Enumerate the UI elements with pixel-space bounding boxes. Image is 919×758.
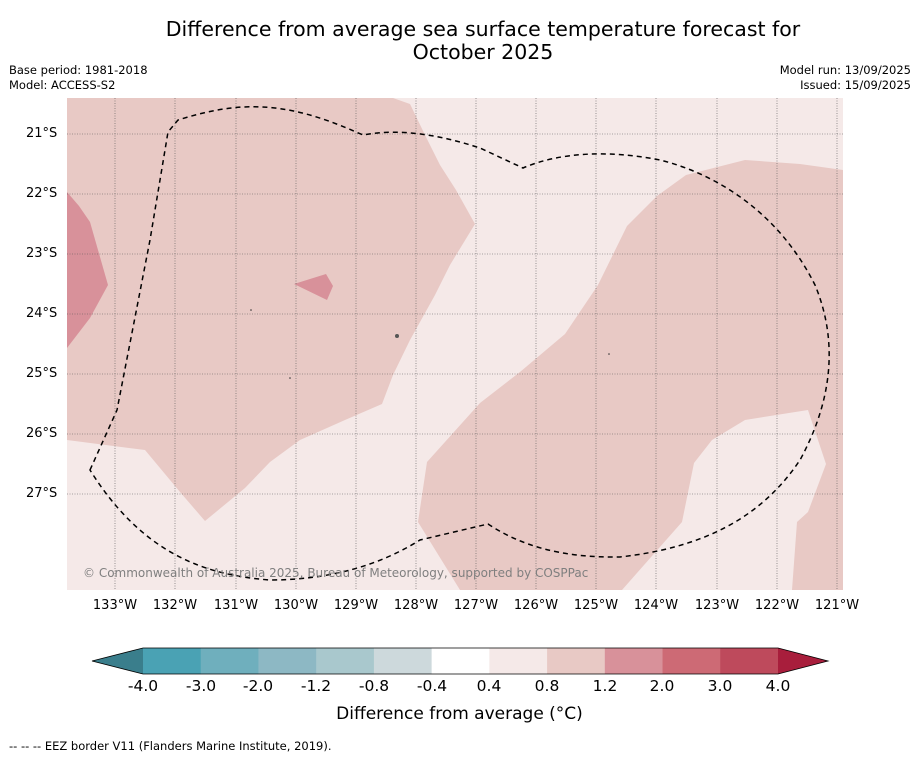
colorbar-tick: -3.0 (185, 677, 217, 695)
issued-date: Issued: 15/09/2025 (800, 77, 911, 92)
lat-label: 21°S (26, 126, 58, 141)
copyright-notice: © Commonwealth of Australia 2025, Bureau… (83, 566, 589, 580)
lon-label: 122°W (754, 598, 800, 613)
colorbar-tick: 2.0 (649, 677, 675, 695)
colorbar-tick: 0.8 (534, 677, 560, 695)
lon-label: 126°W (513, 598, 559, 613)
lat-label: 23°S (26, 246, 58, 261)
lon-label: 133°W (92, 598, 138, 613)
title-line-2: October 2025 (412, 40, 554, 64)
colorbar-tick: -1.2 (300, 677, 332, 695)
lon-label: 129°W (333, 598, 379, 613)
graticule (67, 98, 843, 590)
lat-label: 27°S (26, 486, 58, 501)
colorbar-tick: 4.0 (765, 677, 791, 695)
lat-label: 24°S (26, 306, 58, 321)
lat-label: 25°S (26, 366, 58, 381)
lon-label: 124°W (633, 598, 679, 613)
colorbar-tick: -0.8 (358, 677, 390, 695)
lon-label: 132°W (152, 598, 198, 613)
anomaly-region-high-centre (294, 274, 333, 300)
model-run: Model run: 13/09/2025 (779, 63, 911, 77)
lat-label: 22°S (26, 186, 58, 201)
island-marker (250, 309, 252, 311)
lon-label: 130°W (273, 598, 319, 613)
colorbar-tick: -0.4 (416, 677, 448, 695)
lon-label: 131°W (213, 598, 259, 613)
island-marker (395, 334, 399, 338)
colorbar-tick: -4.0 (127, 677, 159, 695)
colorbar-tick: 1.2 (592, 677, 618, 695)
eez-legend-note: -- -- -- EEZ border V11 (Flanders Marine… (9, 739, 332, 753)
model-name: Model: ACCESS-S2 (9, 77, 116, 92)
lon-label: 128°W (393, 598, 439, 613)
lon-label: 127°W (453, 598, 499, 613)
eez-border (89, 106, 830, 581)
colorbar-tick: 0.4 (476, 677, 502, 695)
lon-label: 121°W (814, 598, 860, 613)
colorbar-tick: 3.0 (707, 677, 733, 695)
meta-left: Base period: 1981-2018 Model: ACCESS-S2 (9, 63, 148, 92)
island-marker (289, 377, 291, 379)
lon-label: 125°W (573, 598, 619, 613)
base-period: Base period: 1981-2018 (9, 63, 148, 77)
island-marker (608, 353, 610, 355)
lat-label: 26°S (26, 426, 58, 441)
anomaly-region-east (418, 160, 843, 590)
meta-right: Model run: 13/09/2025 Issued: 15/09/2025 (780, 63, 911, 92)
anomaly-region-high-west (67, 192, 108, 348)
title-line-1: Difference from average sea surface temp… (165, 17, 801, 41)
colorbar-label: Difference from average (°C) (336, 704, 583, 724)
lon-label: 123°W (694, 598, 740, 613)
map-title: Difference from average sea surface temp… (0, 18, 919, 64)
colorbar-tick: -2.0 (242, 677, 274, 695)
anomaly-region-west (67, 98, 475, 521)
